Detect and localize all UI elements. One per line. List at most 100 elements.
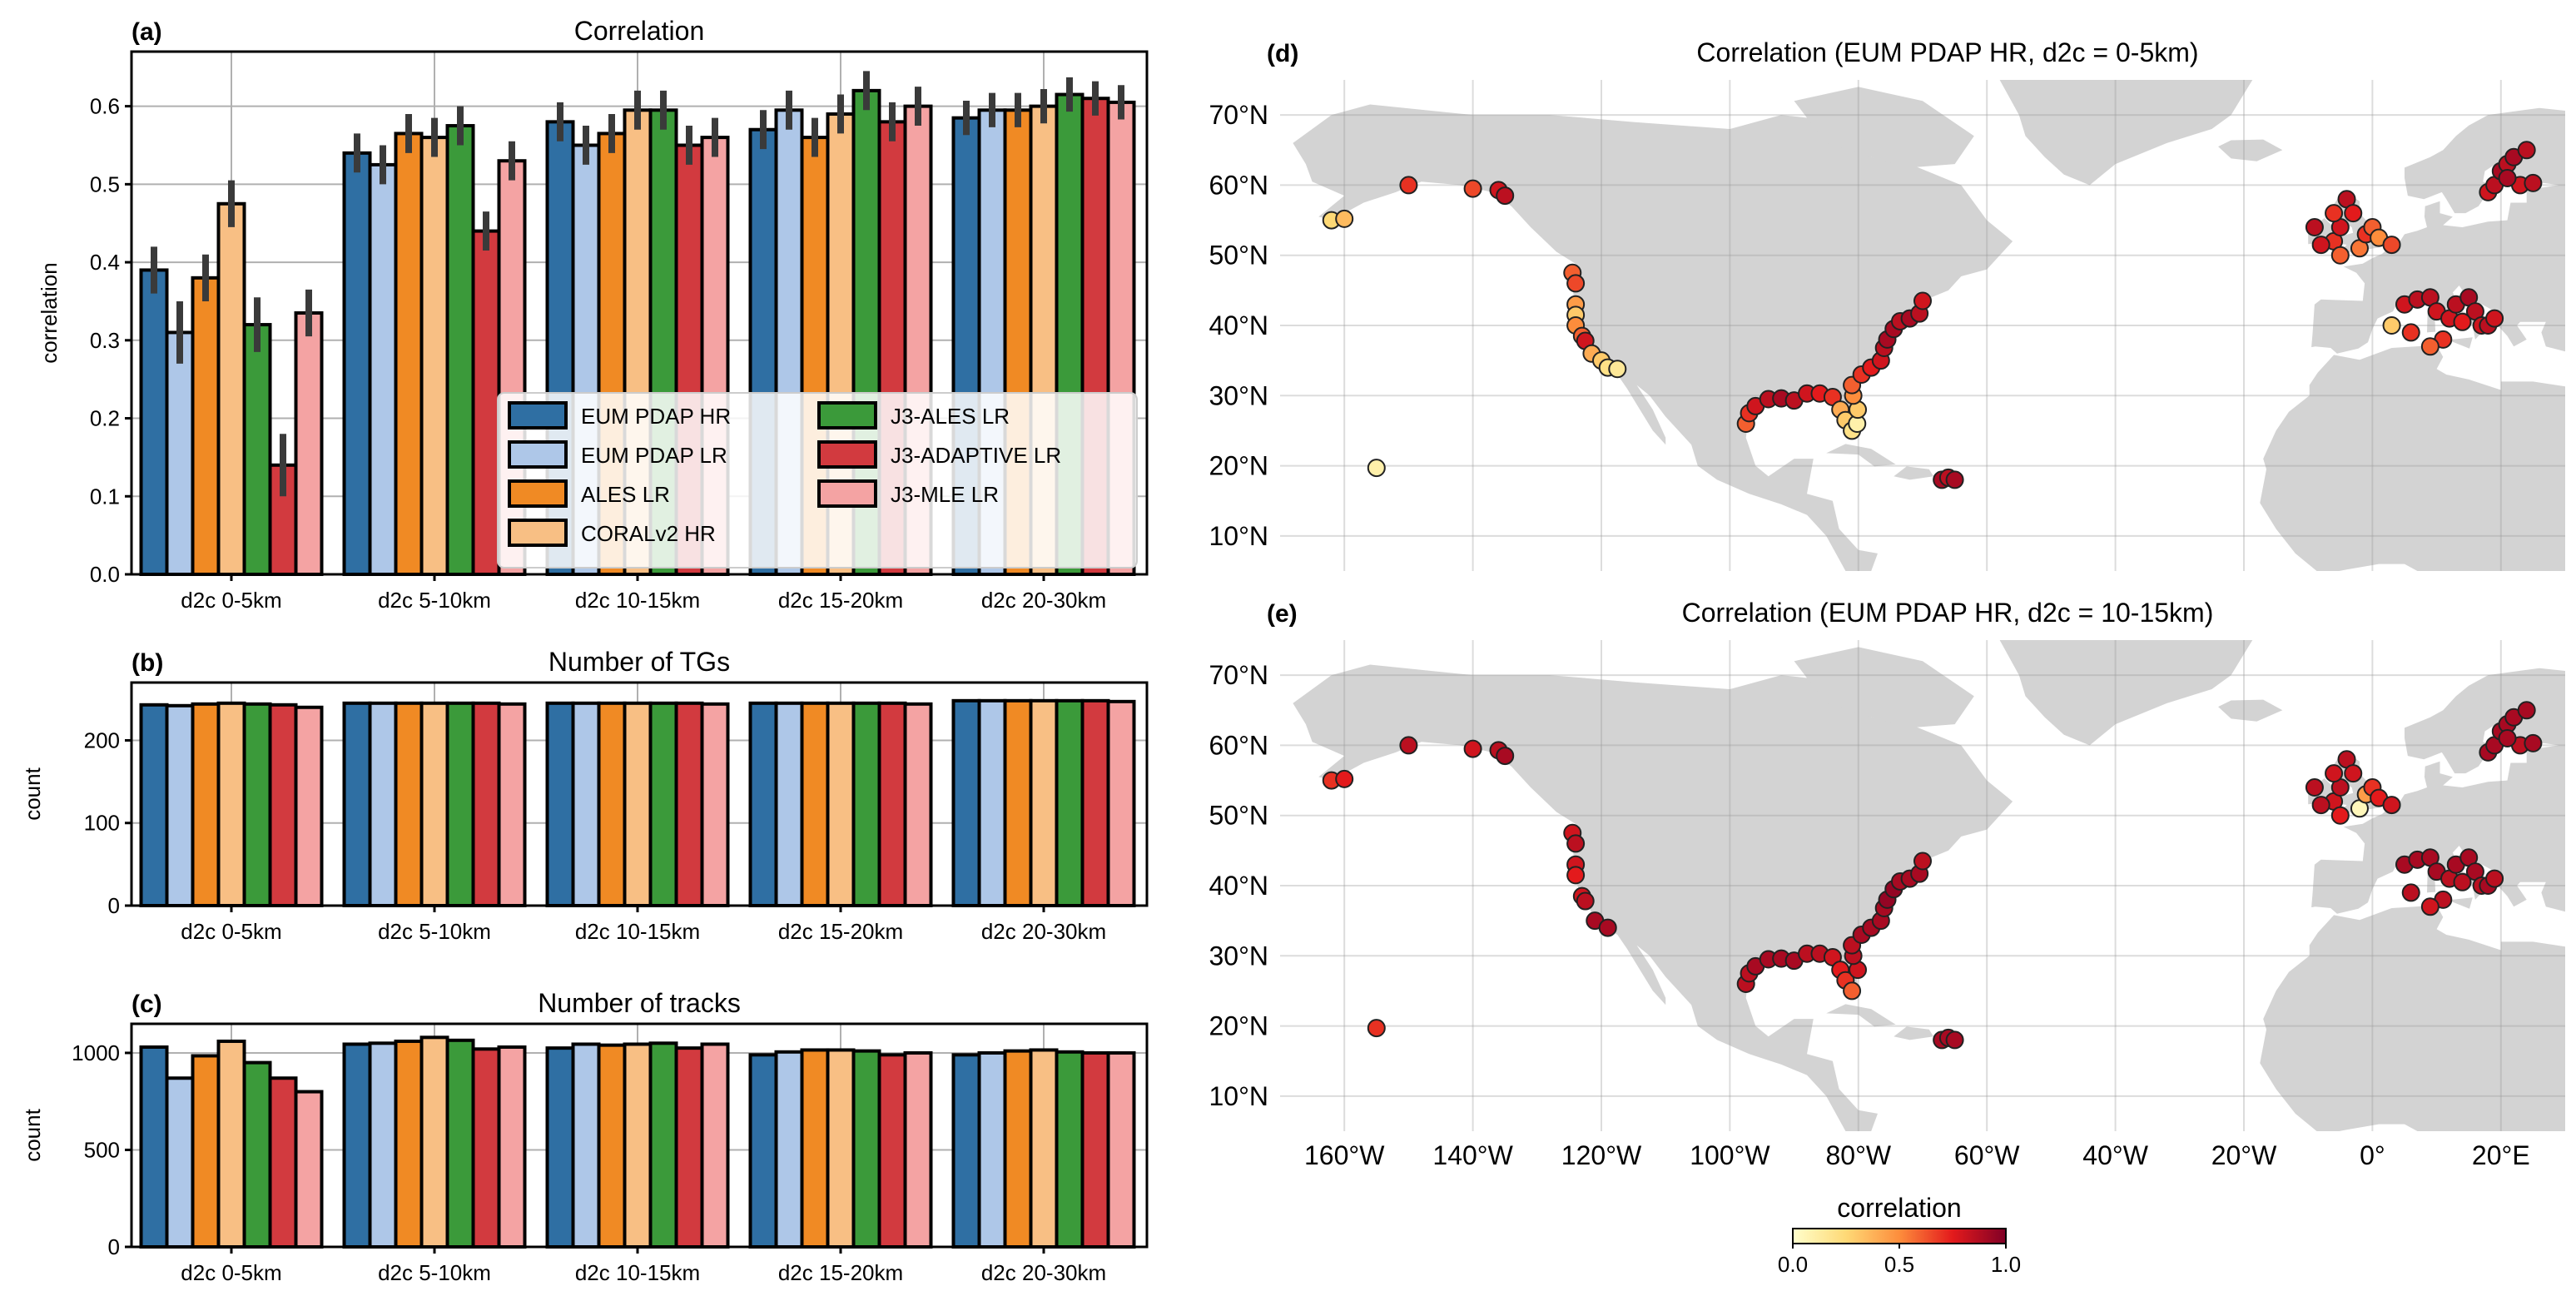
bar: [545, 1046, 575, 1249]
legend-swatch: [508, 479, 568, 508]
bar: [571, 701, 601, 907]
y-tick-label: 0.3: [90, 328, 120, 353]
bar: [342, 151, 372, 577]
bar: [242, 323, 272, 576]
lon-tick-label: 140°W: [1432, 1140, 1513, 1170]
legend-label: EUM PDAP LR: [581, 443, 727, 468]
lon-tick-label: 120°W: [1561, 1140, 1642, 1170]
bar: [445, 1038, 475, 1249]
y-tick-label: 0: [108, 893, 120, 918]
y-axis-label: count: [20, 1108, 45, 1161]
station-point: [2325, 204, 2344, 223]
legend-label: EUM PDAP HR: [581, 404, 731, 429]
lat-tick-label: 40°N: [1209, 310, 1269, 340]
lat-tick-label: 20°N: [1209, 451, 1269, 481]
map-area: [1280, 80, 2565, 571]
bar: [242, 1060, 272, 1249]
bar: [497, 1045, 527, 1249]
station-point: [1843, 981, 1862, 1001]
legend: EUM PDAP HR EUM PDAP LR ALES LR CORALv2 HR J…: [497, 392, 1138, 569]
station-point: [1335, 769, 1354, 788]
legend-label: J3-ALES LR: [891, 404, 1010, 429]
legend-label: CORALv2 HR: [581, 521, 716, 546]
bar: [471, 701, 501, 907]
station-point: [1399, 736, 1418, 755]
station-point: [2311, 236, 2330, 255]
bar: [1029, 1048, 1059, 1249]
bar: [951, 1053, 981, 1249]
station-point: [2344, 204, 2363, 223]
station-point: [2382, 316, 2401, 335]
station-point: [2401, 883, 2420, 902]
bar: [1055, 1050, 1085, 1249]
land-mass: [2218, 699, 2283, 722]
bar: [419, 136, 449, 576]
lon-tick-label: 20°E: [2472, 1140, 2530, 1170]
lon-tick-label: 20°W: [2211, 1140, 2277, 1170]
colorbar-tick-label: 1.0: [1991, 1252, 2021, 1277]
land-mass: [2218, 139, 2283, 161]
bar: [216, 1039, 246, 1249]
bar: [1055, 698, 1085, 907]
legend-swatch: [508, 440, 568, 469]
bar: [674, 1046, 704, 1249]
bar: [242, 702, 272, 908]
lat-tick-label: 10°N: [1209, 1081, 1269, 1111]
chart-title: Correlation: [574, 16, 705, 46]
bar: [1080, 698, 1110, 907]
x-tick-label: d2c 10-15km: [575, 1260, 700, 1285]
lat-tick-label: 70°N: [1209, 100, 1269, 130]
land-mass: [1794, 87, 1974, 168]
bar: [800, 701, 830, 907]
bar: [700, 1042, 730, 1249]
bar: [419, 701, 449, 907]
bar: [800, 1048, 830, 1249]
lat-tick-label: 40°N: [1209, 871, 1269, 901]
x-tick-label: d2c 10-15km: [575, 588, 700, 613]
map-panel-e: Correlation (EUM PDAP HR, d2c = 10-15km)…: [1209, 598, 2565, 1170]
land-mass: [1999, 640, 2253, 746]
lon-tick-label: 100°W: [1690, 1140, 1770, 1170]
x-tick-label: d2c 5-10km: [378, 919, 491, 944]
station-point: [1399, 176, 1418, 195]
map-area: [1280, 640, 2565, 1131]
station-point: [1463, 179, 1482, 198]
y-tick-label: 500: [84, 1137, 120, 1162]
lon-tick-label: 0°: [2360, 1140, 2385, 1170]
bar: [445, 124, 475, 576]
bar: [903, 1050, 933, 1249]
x-tick-label: d2c 20-30km: [981, 1260, 1106, 1285]
bar: [165, 330, 195, 576]
lat-tick-label: 30°N: [1209, 380, 1269, 410]
bar: [342, 701, 372, 907]
land-mass: [1293, 664, 2013, 1131]
panel-label: (b): [132, 649, 163, 677]
legend-swatch: [817, 401, 877, 430]
station-point: [1335, 209, 1354, 228]
bar: [342, 1042, 372, 1249]
station-point: [2524, 733, 2543, 752]
map-panel-d: Correlation (EUM PDAP HR, d2c = 0-5km) (d…: [1209, 37, 2565, 571]
station-point: [2485, 869, 2504, 888]
x-tick-label: d2c 0-5km: [181, 588, 281, 613]
panel-label: (e): [1267, 600, 1298, 628]
land-mass: [1794, 647, 1974, 728]
station-point: [1598, 918, 1617, 937]
bar-panel-a: Correlation (a) 0.0 0.1 0.2 0.3 0.4 0.5 0.6 d2c 0…: [37, 16, 1149, 613]
bar: [597, 1043, 627, 1249]
station-point: [2420, 337, 2440, 356]
station-point: [2485, 309, 2504, 328]
station-point: [2305, 218, 2324, 236]
bar: [623, 1042, 653, 1249]
axes-frame: [130, 50, 1149, 576]
bar: [268, 703, 298, 907]
bar: [1080, 1050, 1110, 1249]
y-tick-label: 0.5: [90, 171, 120, 196]
lat-tick-label: 50°N: [1209, 241, 1269, 271]
station-point: [2330, 246, 2350, 265]
lat-tick-label: 30°N: [1209, 941, 1269, 971]
bar: [165, 703, 195, 908]
land-mass: [1293, 104, 2013, 571]
y-tick-label: 1000: [72, 1040, 120, 1065]
x-tick-label: d2c 20-30km: [981, 588, 1106, 613]
